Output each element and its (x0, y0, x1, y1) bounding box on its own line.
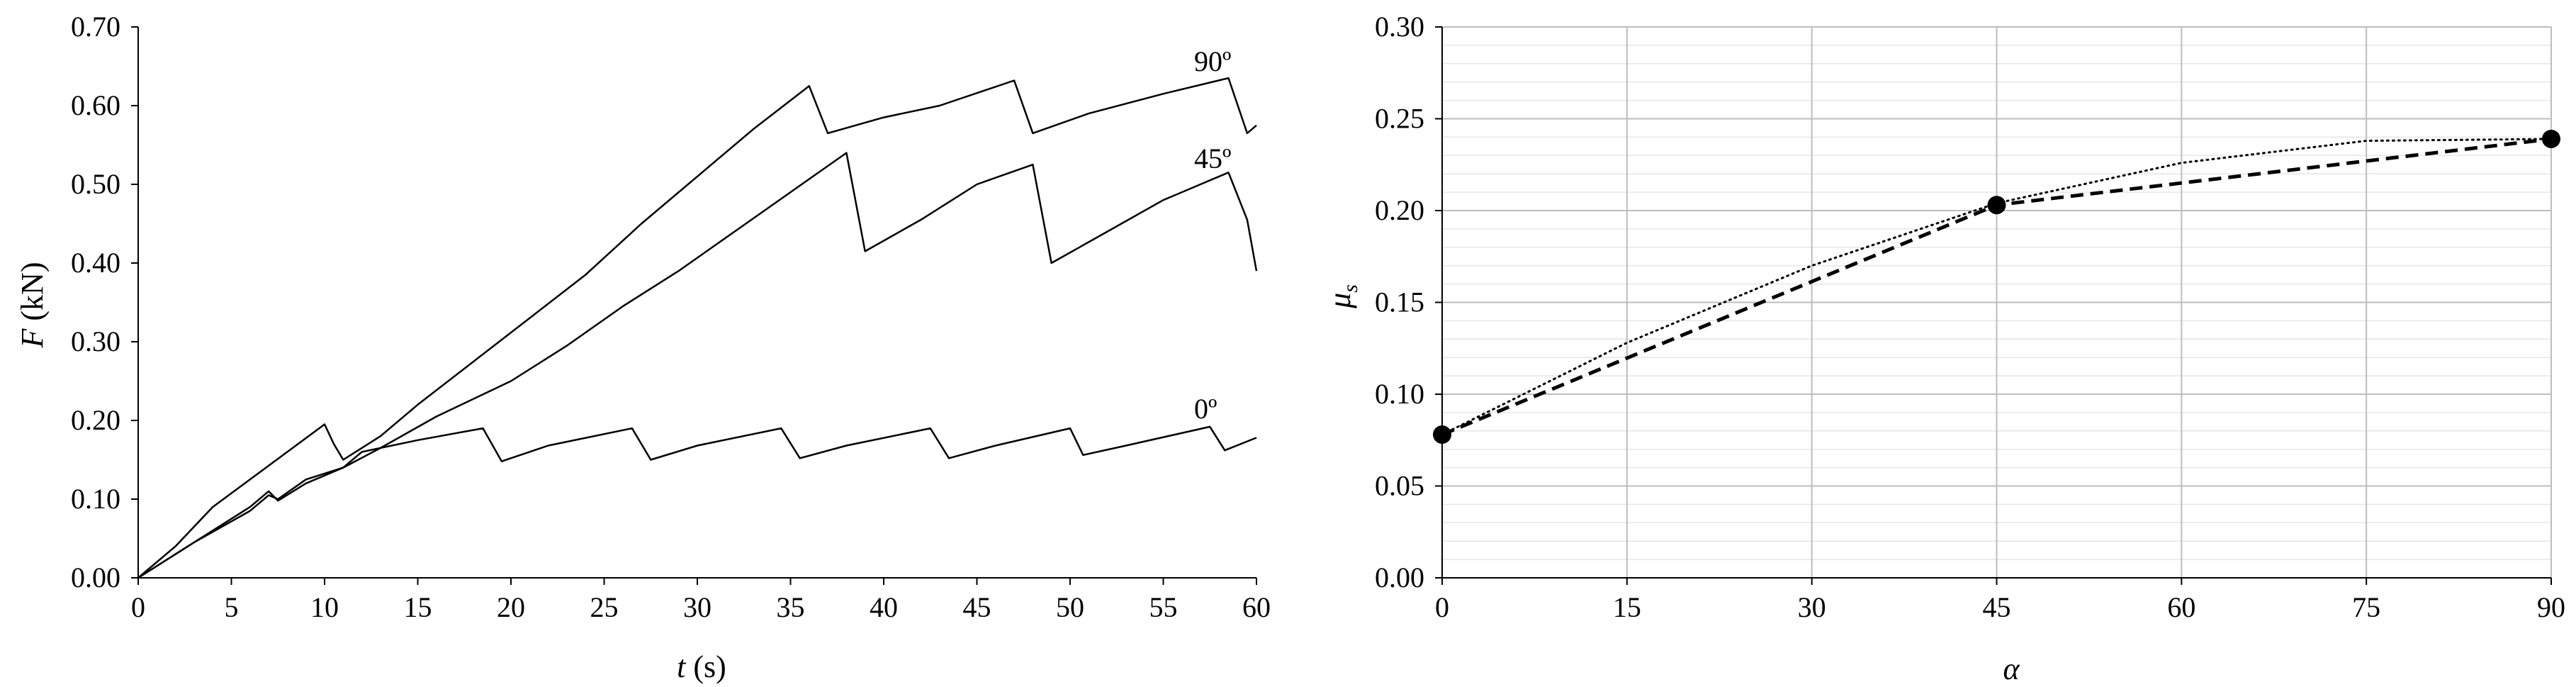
right-y-tick-label: 0.20 (1375, 194, 1424, 226)
left-x-tick-label: 45 (963, 591, 991, 623)
right-y-tick-label: 0.00 (1375, 562, 1424, 593)
left-y-tick-label: 0.10 (71, 483, 120, 515)
right-x-tick-label: 0 (1435, 591, 1449, 623)
data-point-marker (1433, 425, 1451, 444)
right-series (1433, 129, 2560, 444)
left-y-tick-label: 0.50 (71, 168, 120, 200)
left-x-tick-label: 20 (497, 591, 525, 623)
left-y-axis-label: F (kN) (15, 262, 50, 349)
right-x-tick-label: 45 (1983, 591, 2011, 623)
left-x-tick-label: 0 (131, 591, 145, 623)
right-x-tick-label: 30 (1798, 591, 1826, 623)
left-x-tick-label: 10 (310, 591, 339, 623)
left-x-tick-label: 25 (590, 591, 619, 623)
left-y-tick-label: 0.30 (71, 325, 120, 357)
left-y-tick-label: 0.00 (71, 562, 120, 593)
right-y-tick-label: 0.15 (1375, 286, 1424, 318)
left-x-tick-label: 60 (1242, 591, 1271, 623)
left-y-tick-label: 0.40 (71, 247, 120, 279)
right-x-tick-label: 15 (1613, 591, 1641, 623)
annotation-0: 0º (1194, 393, 1217, 425)
series-line-45 (137, 152, 1258, 579)
series-line-90 (137, 77, 1257, 579)
left-y-tick-label: 0.60 (71, 89, 120, 121)
left-y-tick-label: 0.70 (71, 11, 120, 43)
left-y-tick-label: 0.20 (71, 404, 120, 436)
right-x-tick-label: 75 (2352, 591, 2380, 623)
left-x-tick-label: 5 (225, 591, 239, 623)
left-series-lines (137, 77, 1258, 579)
right-gridlines (1442, 26, 2552, 578)
right-y-tick-label: 0.25 (1375, 103, 1424, 135)
left-axes: 0 5 10 15 20 25 30 35 40 45 50 55 60 0.00 0.10 0.20 0.30… (71, 11, 1271, 623)
left-x-axis-label: t (s) (677, 649, 726, 684)
left-x-tick-label: 15 (404, 591, 432, 623)
right-y-tick-label: 0.10 (1375, 378, 1424, 410)
left-x-tick-label: 55 (1149, 591, 1178, 623)
annotation-45: 45º (1194, 143, 1231, 174)
right-x-axis-label: α (2003, 652, 2020, 686)
right-y-tick-label: 0.30 (1375, 11, 1424, 43)
right-x-tick-label: 60 (2167, 591, 2195, 623)
friction-angle-chart: 0 15 30 45 60 75 90 0.00 0.05 0.10 0.15 0.20 0.25 0.3… (1322, 11, 2565, 686)
left-x-tick-label: 50 (1056, 591, 1084, 623)
annotation-90: 90º (1194, 45, 1231, 77)
left-x-tick-label: 30 (683, 591, 712, 623)
left-x-tick-label: 35 (777, 591, 805, 623)
right-y-tick-label: 0.05 (1375, 470, 1424, 502)
data-point-marker (1987, 196, 2006, 215)
right-y-axis-label: μs (1322, 284, 1362, 309)
right-axes: 0 15 30 45 60 75 90 0.00 0.05 0.10 0.15 0.20 0.25 0.3… (1375, 11, 2565, 623)
data-point-marker (2542, 129, 2560, 148)
left-x-tick-label: 40 (870, 591, 898, 623)
right-x-tick-label: 90 (2537, 591, 2565, 623)
force-time-chart: 0 5 10 15 20 25 30 35 40 45 50 55 60 0.00 0.10 0.20 0.30… (15, 11, 1271, 684)
series-line-0 (137, 425, 1257, 579)
